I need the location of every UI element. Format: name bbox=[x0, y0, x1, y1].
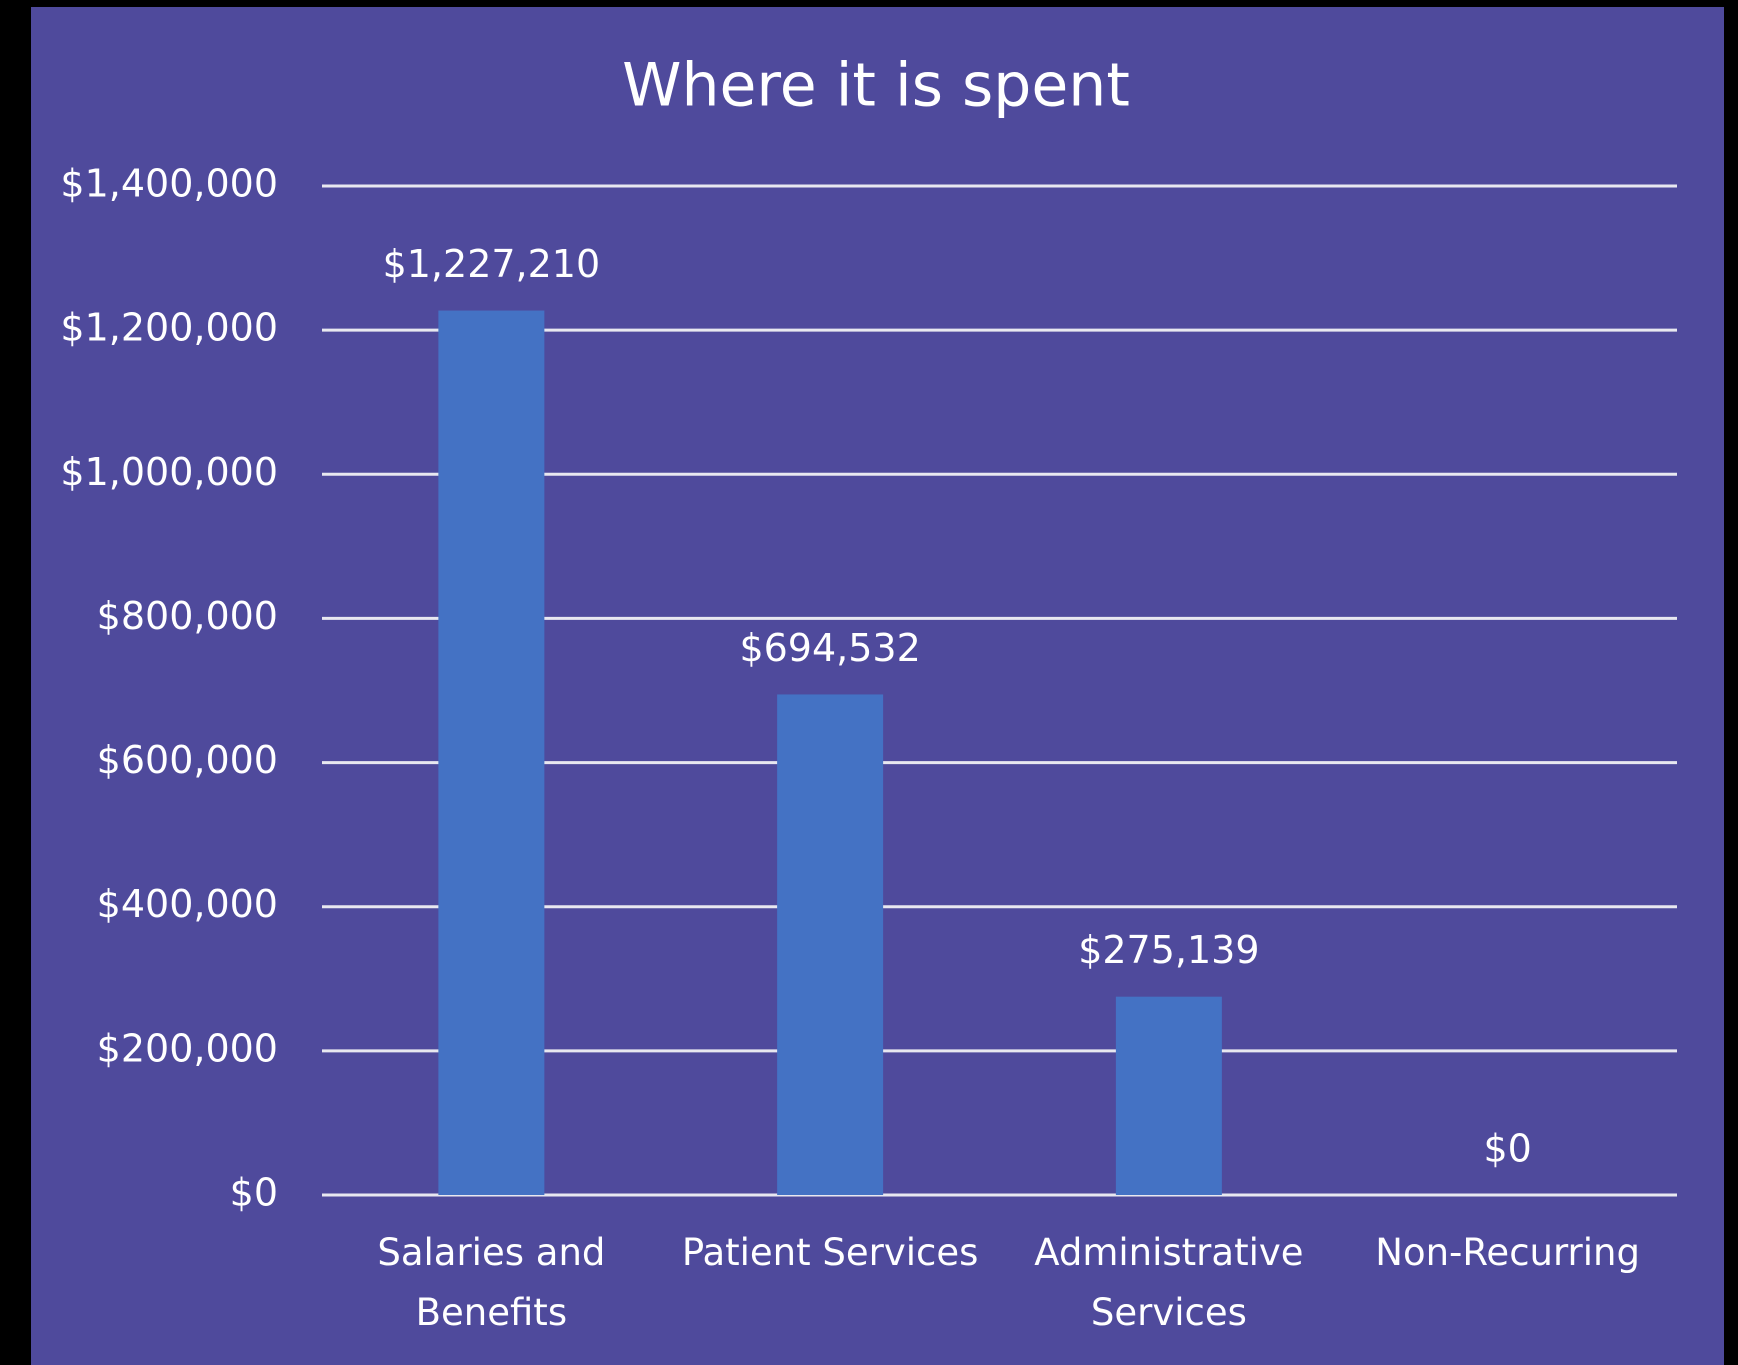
y-tick-label: $400,000 bbox=[97, 882, 278, 926]
y-tick-label: $600,000 bbox=[97, 738, 278, 782]
data-label: $275,139 bbox=[1078, 928, 1259, 972]
data-label: $0 bbox=[1483, 1127, 1531, 1171]
y-tick-label: $1,000,000 bbox=[60, 450, 278, 494]
data-label: $694,532 bbox=[739, 626, 920, 670]
x-tick-label: Administrative Services bbox=[1034, 1231, 1304, 1334]
bar bbox=[1115, 996, 1222, 1195]
y-tick-label: $1,200,000 bbox=[60, 306, 278, 350]
y-tick-label: $800,000 bbox=[97, 594, 278, 638]
bar bbox=[438, 310, 545, 1195]
chart-title: Where it is spent bbox=[622, 51, 1130, 121]
x-tick-label: Patient Services bbox=[681, 1231, 979, 1274]
y-tick-label: $1,400,000 bbox=[60, 162, 278, 206]
data-label: $1,227,210 bbox=[383, 242, 601, 286]
y-tick-label: $0 bbox=[230, 1171, 278, 1215]
x-tick-label: Non-Recurring bbox=[1375, 1231, 1640, 1274]
bar bbox=[777, 694, 884, 1195]
x-tick-label: Salaries and Benefits bbox=[377, 1231, 606, 1334]
y-tick-label: $200,000 bbox=[97, 1026, 278, 1070]
